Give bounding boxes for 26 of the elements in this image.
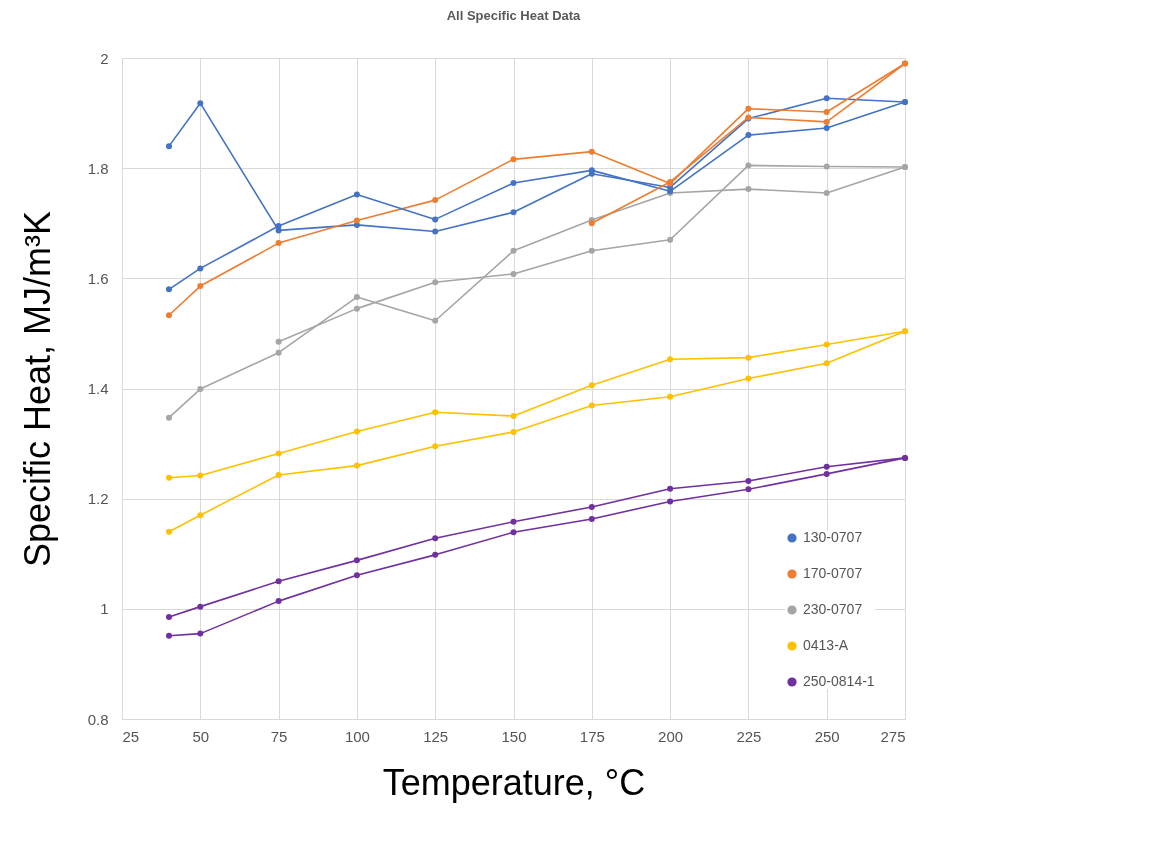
- y-tick-label: 2: [100, 49, 109, 67]
- x-tick-label: 100: [344, 727, 370, 745]
- y-tick-label: 1.2: [87, 490, 109, 508]
- x-tick-label: 175: [579, 727, 605, 745]
- y-tick-label: 1.8: [87, 159, 109, 177]
- x-tick-label: 275: [880, 727, 906, 745]
- legend-label: 170-0707: [803, 565, 863, 581]
- y-tick-label: 0.8: [87, 710, 109, 728]
- x-tick-label: 75: [270, 727, 288, 745]
- x-tick-label: 25: [122, 727, 140, 745]
- legend-label: 250-0814-1: [803, 673, 875, 689]
- chart-title: All Specific Heat Data: [446, 8, 582, 23]
- y-axis-title: Specific Heat, MJ/m³K: [16, 210, 58, 568]
- x-tick-label: 150: [501, 727, 527, 745]
- x-tick-label: 250: [814, 727, 840, 745]
- x-tick-label: 125: [423, 727, 449, 745]
- x-tick-label: 50: [192, 727, 210, 745]
- legend-label: 0413-A: [803, 637, 849, 653]
- x-axis-title: Temperature, °C: [382, 761, 646, 803]
- y-tick-label: 1: [100, 600, 109, 618]
- x-tick-label: 200: [658, 727, 684, 745]
- legend-label: 130-0707: [803, 529, 863, 545]
- legend-label: 230-0707: [803, 601, 863, 617]
- x-tick-label: 225: [736, 727, 762, 745]
- y-tick-label: 1.4: [87, 380, 109, 397]
- y-tick-label: 1.6: [87, 269, 109, 287]
